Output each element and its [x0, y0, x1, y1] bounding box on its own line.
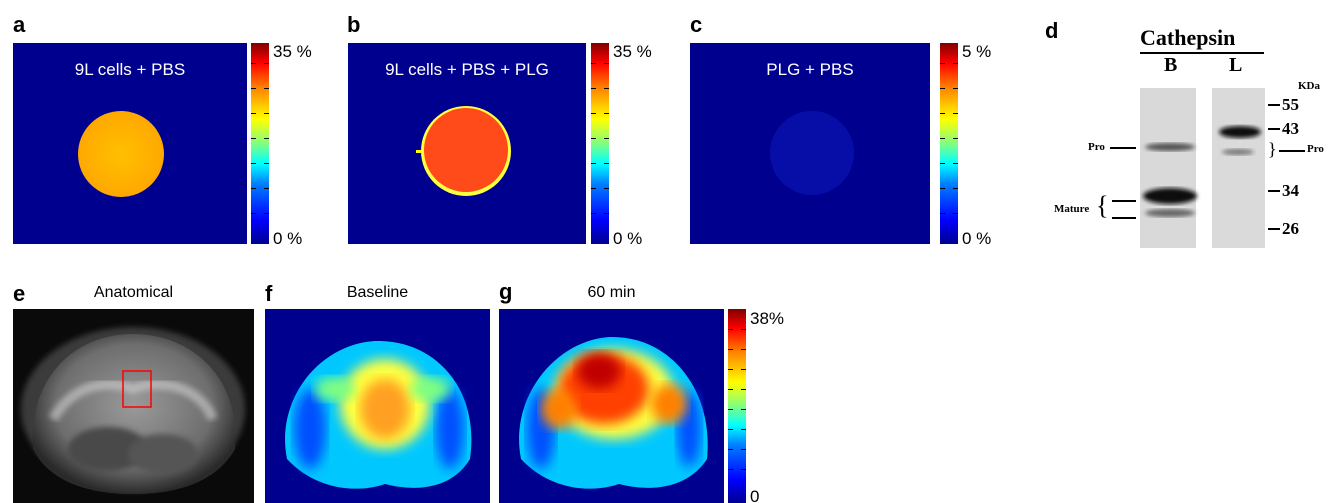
panel-c-colorbar-ticks [940, 43, 958, 244]
panel-g-scale-max: 38% [750, 309, 785, 328]
panel-b-caption: 9L cells + PBS + PLG [385, 60, 549, 79]
mature-line-top [1112, 200, 1136, 202]
panel-c-map: PLG + PBS [690, 43, 930, 244]
roi-box [122, 370, 152, 408]
marker-tick-55 [1268, 104, 1280, 106]
pro-left-line [1110, 147, 1136, 149]
panel-f-title: Baseline [346, 284, 409, 301]
marker-34: 34 [1282, 181, 1299, 200]
marker-tick-34 [1268, 190, 1280, 192]
panel-c-dot [770, 111, 854, 195]
panel-c-scale-max: 5 % [962, 42, 992, 61]
panel-c-scale-min: 0 % [962, 229, 992, 248]
panel-label-d: d [1045, 18, 1059, 43]
panel-f-map [265, 309, 490, 503]
panel-c-caption: PLG + PBS [766, 60, 854, 79]
panel-a-dot [78, 111, 164, 197]
label-pro-left: Pro [1088, 141, 1105, 153]
panel-g-colorbar-ticks [728, 309, 746, 503]
lane-label-l: L [1229, 54, 1243, 76]
panel-label-c: c [690, 12, 703, 37]
panel-g-title: 60 min [587, 284, 636, 301]
panel-g-colorbar [728, 309, 746, 503]
panel-a-scale-max: 35 % [273, 42, 312, 61]
panel-b-map: 9L cells + PBS + PLG [348, 43, 586, 244]
blot-image [1140, 88, 1265, 248]
panel-label-e: e [13, 281, 26, 306]
pro-right-line [1279, 150, 1305, 152]
panel-label-g: g [499, 279, 513, 304]
kda-label: KDa [1298, 80, 1320, 92]
panel-c-colorbar [940, 43, 958, 244]
marker-43: 43 [1282, 119, 1299, 138]
panel-e-mri [13, 309, 254, 503]
marker-55: 55 [1282, 95, 1299, 114]
panel-g-map [499, 309, 724, 503]
blot-title: Cathepsin [1140, 25, 1236, 50]
panel-g-scale-min: 0 [750, 487, 760, 503]
panel-a-caption: 9L cells + PBS [74, 60, 186, 79]
panel-b-scale-min: 0 % [613, 229, 643, 248]
pro-right-bracket: } [1268, 139, 1277, 159]
panel-e-title: Anatomical [93, 284, 174, 301]
marker-26: 26 [1282, 219, 1299, 238]
panel-b-scale-max: 35 % [613, 42, 652, 61]
panel-label-b: b [347, 12, 361, 37]
panel-a-colorbar-ticks [251, 43, 269, 244]
panel-label-f: f [265, 281, 273, 306]
lane-label-b: B [1164, 54, 1178, 76]
panel-a-colorbar [251, 43, 269, 244]
marker-tick-26 [1268, 228, 1280, 230]
panel-b-colorbar [591, 43, 609, 244]
panel-a-map: 9L cells + PBS [13, 43, 247, 244]
label-mature: Mature [1054, 203, 1090, 215]
label-pro-right: Pro [1307, 143, 1324, 155]
mature-line-bottom [1112, 217, 1136, 219]
marker-tick-43 [1268, 128, 1280, 130]
blot-title-underline [1140, 52, 1264, 54]
mature-bracket: { [1096, 191, 1109, 220]
panel-label-a: a [13, 12, 26, 37]
panel-b-dot [416, 106, 511, 196]
panel-a-scale-min: 0 % [273, 229, 303, 248]
panel-b-colorbar-ticks [591, 43, 609, 244]
